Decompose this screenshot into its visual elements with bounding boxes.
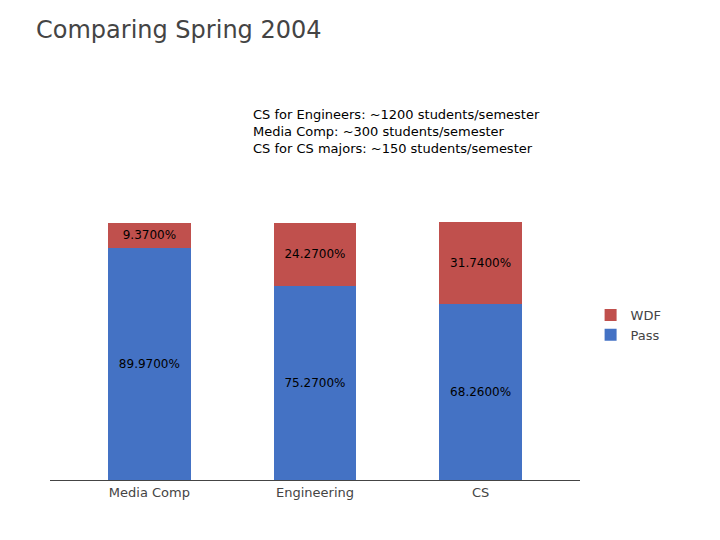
svg-text:CS: CS (472, 485, 489, 500)
svg-text:Comparing Spring 2004: Comparing Spring 2004 (36, 16, 322, 44)
svg-text:9.3700%: 9.3700% (123, 228, 176, 242)
svg-text:24.2700%: 24.2700% (284, 247, 345, 261)
svg-text:WDF: WDF (631, 308, 661, 323)
svg-text:75.2700%: 75.2700% (284, 376, 345, 390)
svg-text:Pass: Pass (631, 328, 660, 343)
svg-text:31.7400%: 31.7400% (450, 256, 511, 270)
svg-text:68.2600%: 68.2600% (450, 385, 511, 399)
svg-text:Media Comp: Media Comp (109, 485, 190, 500)
svg-text:89.9700%: 89.9700% (119, 357, 180, 371)
svg-text:Engineering: Engineering (276, 485, 354, 500)
svg-text:CS for Engineers: ~1200 studen: CS for Engineers: ~1200 students/semeste… (253, 107, 540, 156)
